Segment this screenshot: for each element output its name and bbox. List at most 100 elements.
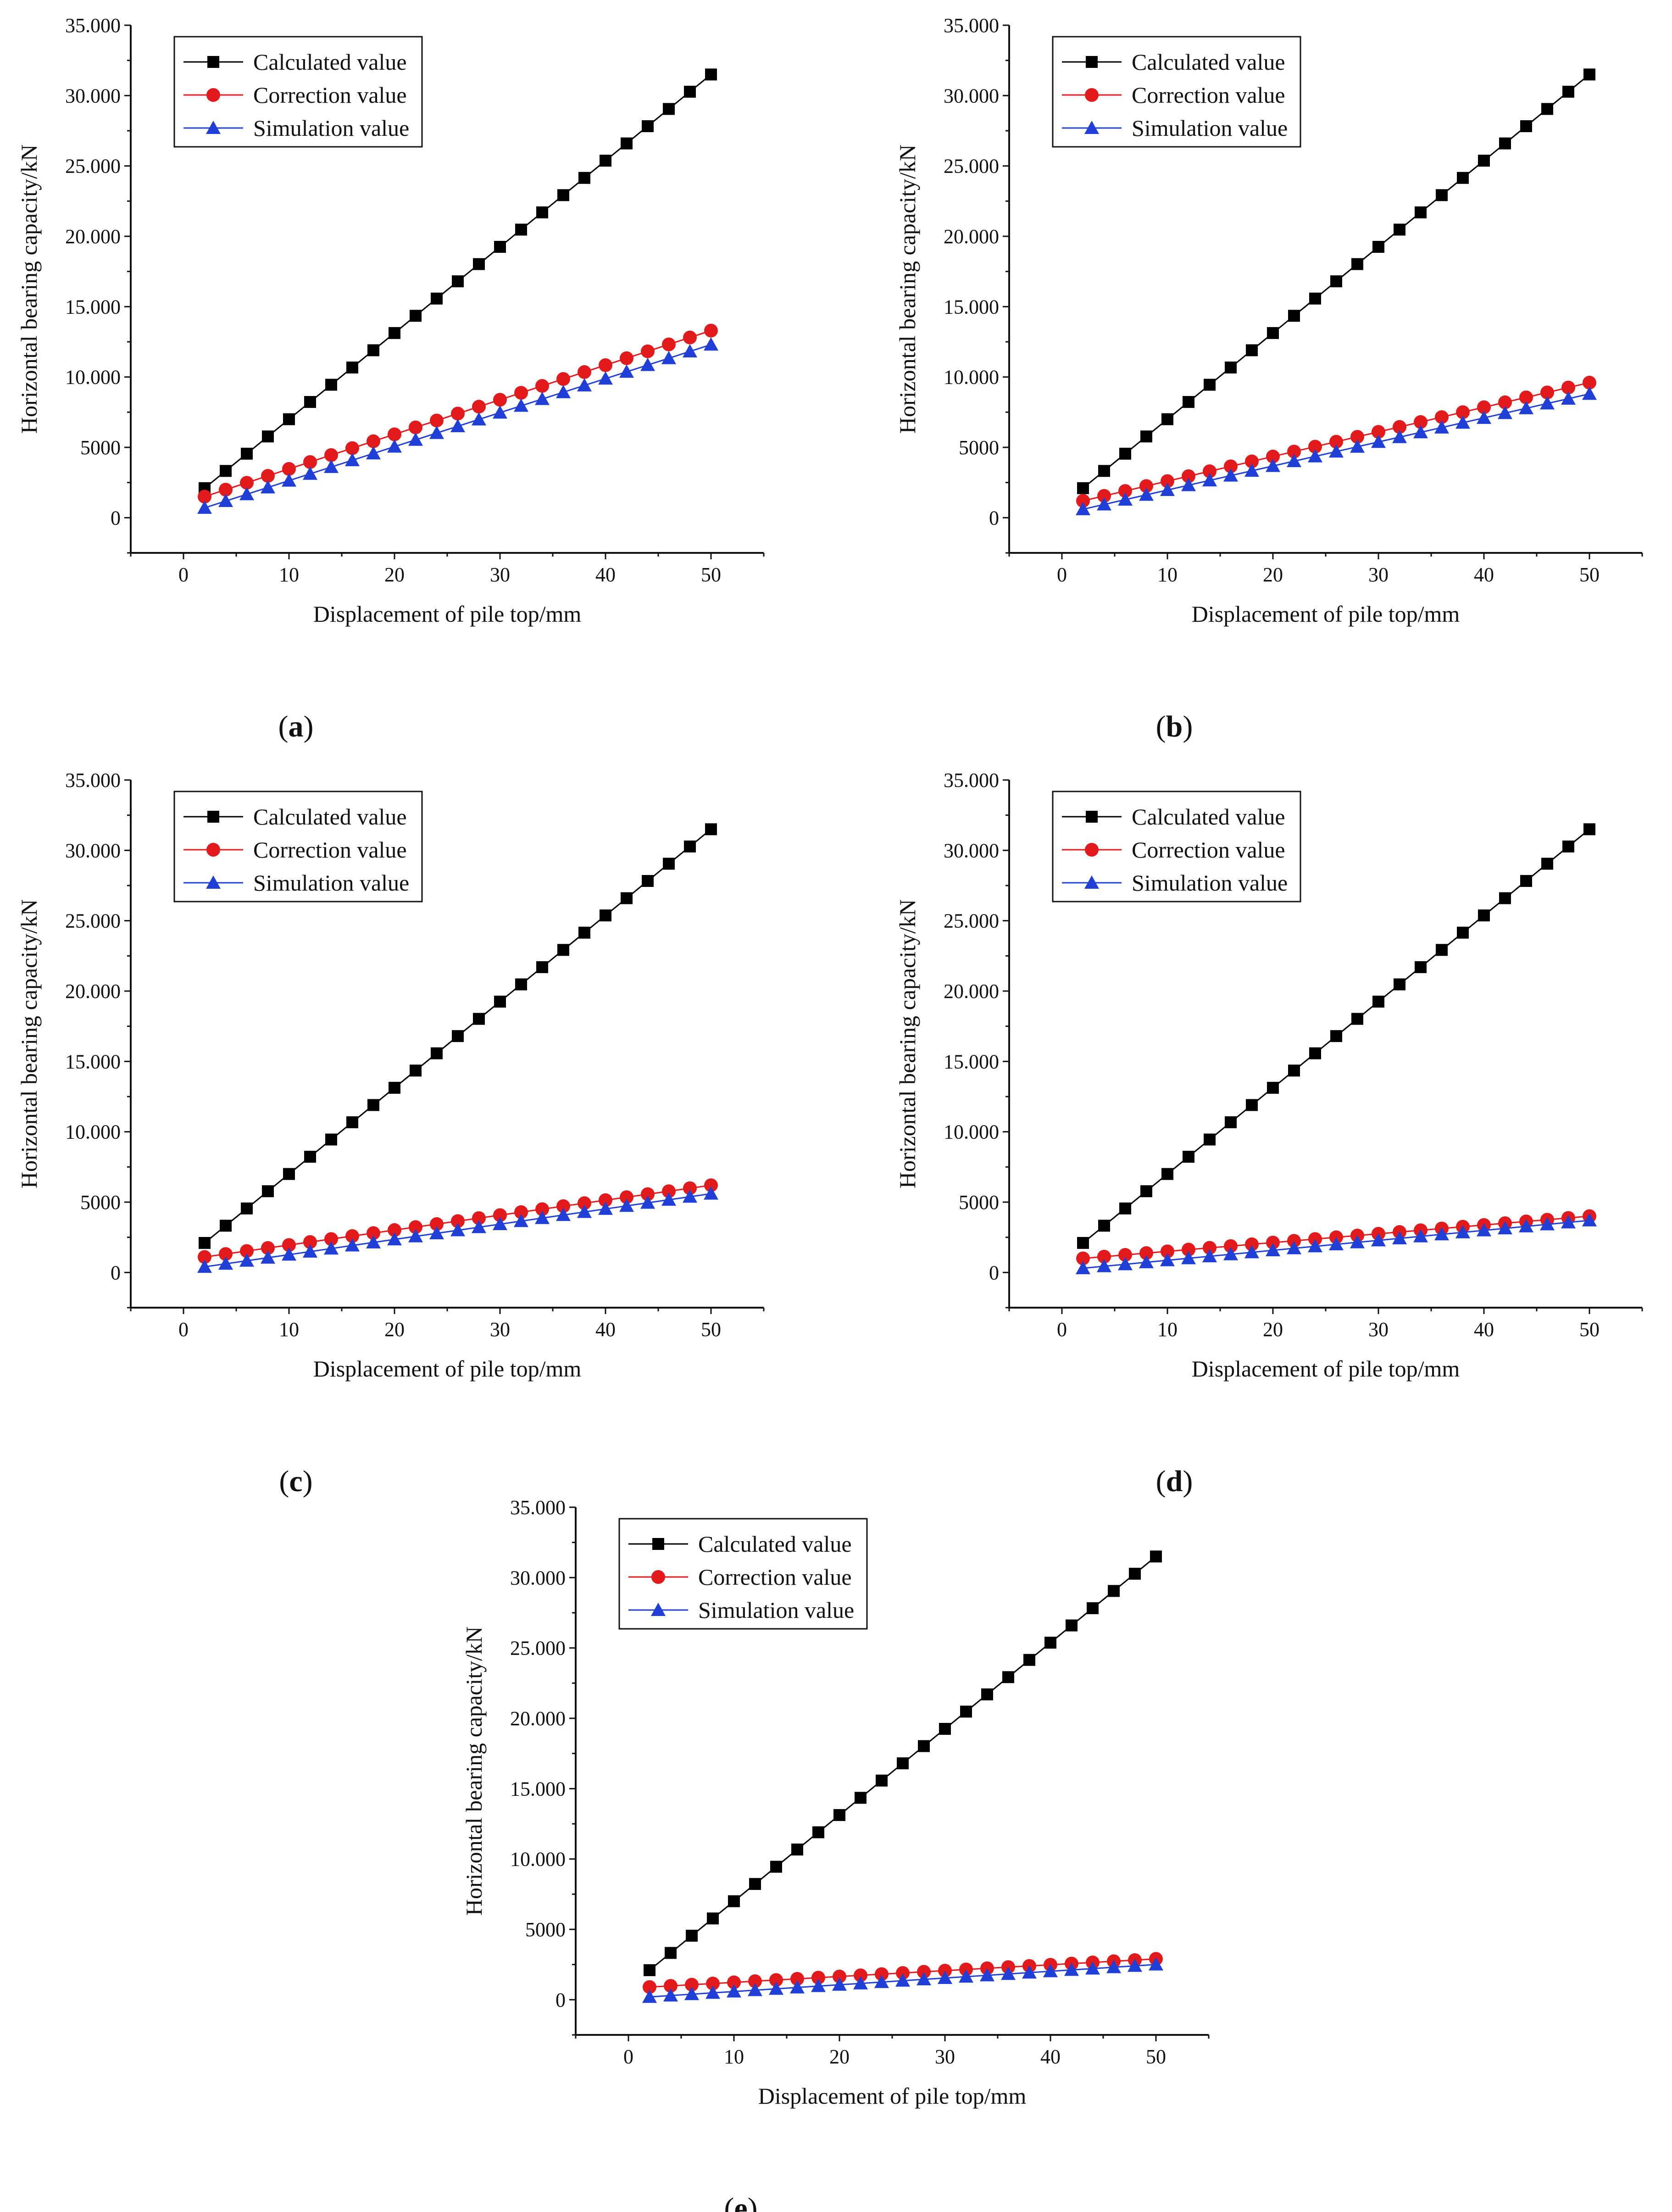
series-1 bbox=[199, 68, 717, 494]
data-point bbox=[897, 1757, 909, 1770]
data-point bbox=[283, 1168, 295, 1180]
data-point bbox=[1582, 386, 1597, 400]
y-tick-label: 0 bbox=[555, 1989, 566, 2011]
y-tick-label: 25.000 bbox=[944, 155, 999, 178]
data-point bbox=[387, 439, 402, 453]
data-point bbox=[451, 1214, 465, 1228]
data-point bbox=[304, 1151, 316, 1163]
data-point bbox=[494, 241, 506, 253]
y-tick-label: 0 bbox=[989, 507, 999, 529]
data-point bbox=[556, 1208, 571, 1221]
data-point bbox=[1182, 469, 1195, 483]
data-point bbox=[1288, 310, 1300, 322]
data-point bbox=[1001, 1967, 1016, 1980]
data-point bbox=[239, 487, 254, 501]
data-point bbox=[239, 1253, 254, 1267]
data-point bbox=[1434, 420, 1449, 434]
data-point bbox=[451, 407, 465, 421]
data-point bbox=[408, 1229, 423, 1243]
data-point bbox=[684, 85, 696, 98]
x-tick-label: 0 bbox=[1057, 563, 1067, 586]
data-point bbox=[472, 412, 486, 426]
data-point bbox=[1309, 1047, 1321, 1059]
data-point bbox=[1457, 926, 1469, 939]
x-tick-label: 50 bbox=[701, 1318, 721, 1341]
data-point bbox=[1329, 435, 1343, 449]
data-point bbox=[1129, 1567, 1141, 1580]
legend-label: Calculated value bbox=[1132, 804, 1285, 830]
data-point bbox=[641, 344, 655, 358]
y-tick-label: 5000 bbox=[525, 1918, 566, 1941]
data-point bbox=[1202, 1249, 1217, 1263]
data-point bbox=[1434, 1227, 1449, 1241]
series-1 bbox=[1077, 68, 1595, 494]
data-point bbox=[389, 1081, 400, 1094]
data-point bbox=[939, 1723, 951, 1735]
data-point bbox=[408, 432, 423, 446]
data-point bbox=[705, 823, 717, 836]
data-point bbox=[577, 378, 592, 392]
legend-label: Correction value bbox=[253, 837, 407, 863]
data-point bbox=[240, 476, 254, 490]
panel-label: (d) bbox=[1156, 1465, 1193, 1498]
data-point bbox=[387, 1232, 402, 1246]
data-point bbox=[304, 396, 316, 408]
data-point bbox=[1202, 473, 1217, 487]
data-point bbox=[769, 1973, 783, 1987]
x-axis-title: Displacement of pile top/mm bbox=[1192, 1356, 1460, 1382]
data-point bbox=[1160, 483, 1175, 496]
y-axis-title: Horizontal bearing capacity/kN bbox=[894, 145, 920, 434]
y-tick-label: 25.000 bbox=[65, 910, 121, 932]
y-tick-label: 25.000 bbox=[944, 910, 999, 932]
y-tick-label: 35.000 bbox=[944, 14, 999, 37]
legend: Calculated value Correction value Simulati… bbox=[618, 1518, 868, 1630]
data-point bbox=[790, 1972, 804, 1986]
y-tick-label: 5000 bbox=[959, 1191, 999, 1214]
data-point bbox=[704, 1178, 718, 1192]
data-point bbox=[556, 1199, 570, 1213]
data-point bbox=[1350, 1235, 1365, 1248]
y-tick-label: 30.000 bbox=[65, 839, 121, 862]
data-point bbox=[410, 1064, 422, 1077]
data-point bbox=[1436, 189, 1448, 201]
legend-label: Simulation value bbox=[1132, 870, 1288, 896]
series-3 bbox=[1076, 386, 1597, 515]
chart-panel-b: 0 5000 10.000 15.000 20.000 25.000 30.000 35.00… bbox=[894, 14, 1643, 743]
panel-letter: c bbox=[289, 1465, 302, 1498]
data-point bbox=[1267, 1081, 1279, 1094]
data-point bbox=[683, 344, 697, 357]
data-point bbox=[600, 909, 611, 922]
legend-label: Correction value bbox=[253, 82, 407, 108]
data-point bbox=[1394, 978, 1405, 991]
data-point bbox=[1583, 823, 1595, 836]
data-point bbox=[557, 189, 569, 201]
data-point bbox=[535, 1202, 549, 1216]
data-point bbox=[1244, 463, 1259, 477]
data-point bbox=[749, 1878, 761, 1890]
data-point bbox=[514, 1214, 528, 1227]
data-point bbox=[1330, 1030, 1342, 1042]
data-point bbox=[684, 1987, 699, 2000]
y-tick-label: 10.000 bbox=[944, 1121, 999, 1143]
data-point bbox=[261, 480, 275, 494]
data-point bbox=[1097, 497, 1111, 511]
x-axis-title: Displacement of pile top/mm bbox=[313, 1356, 582, 1382]
legend-label: Simulation value bbox=[253, 870, 409, 896]
data-point bbox=[262, 430, 274, 443]
data-point bbox=[661, 1192, 676, 1206]
data-point bbox=[1022, 1965, 1037, 1979]
data-point bbox=[644, 1964, 655, 1976]
data-point bbox=[853, 1976, 868, 1989]
data-point bbox=[324, 459, 339, 473]
x-tick-label: 10 bbox=[1157, 1318, 1178, 1341]
data-point bbox=[452, 1030, 464, 1042]
data-point bbox=[705, 68, 717, 81]
data-point bbox=[366, 1235, 381, 1248]
data-point bbox=[1371, 435, 1386, 448]
data-point bbox=[662, 337, 676, 351]
data-point bbox=[1139, 1255, 1154, 1269]
x-tick-label: 30 bbox=[490, 563, 510, 586]
legend: Calculated value Correction value Simulati… bbox=[1052, 36, 1301, 148]
data-point bbox=[1002, 1671, 1014, 1683]
data-point bbox=[642, 120, 654, 133]
